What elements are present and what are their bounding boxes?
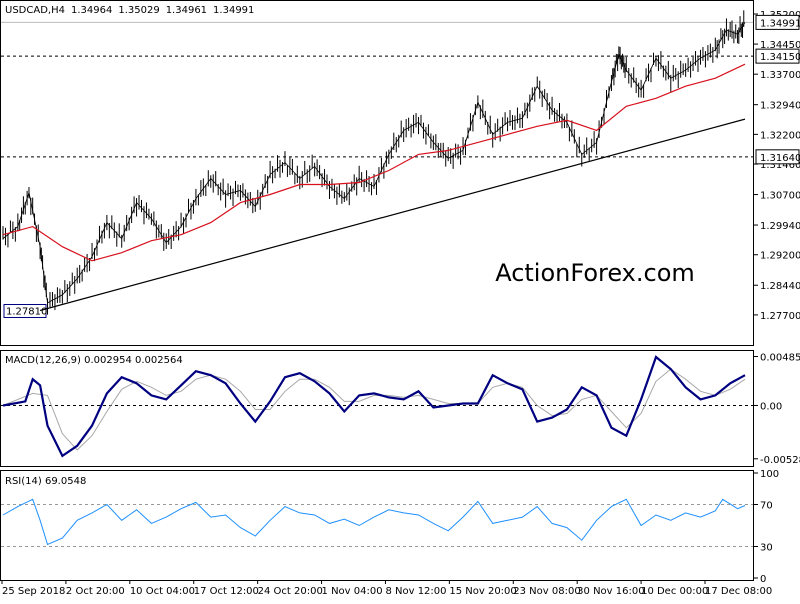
macd-panel-title: MACD(12,26,9) 0.002954 0.002564 <box>5 355 183 366</box>
x-tick-label: 17 Dec 08:00 <box>705 586 772 597</box>
rsi-panel-frame <box>0 470 754 581</box>
current-price-box <box>755 14 800 30</box>
macd-tick-label: -0.005284 <box>760 455 800 466</box>
price-panel-frame <box>0 0 754 346</box>
x-tick-label: 10 Dec 00:00 <box>641 586 708 597</box>
price-panel-header: USDCAD,H4 1.34964 1.35029 1.34961 1.34991 <box>5 5 254 16</box>
x-tick-label: 23 Nov 08:00 <box>513 586 580 597</box>
rsi-line <box>2 498 746 546</box>
macd-tick-label: 0.004853 <box>760 353 800 364</box>
macd-tick-label: 0.00 <box>760 401 782 412</box>
price-line <box>2 22 746 304</box>
ohlc-low: 1.34961 <box>166 5 207 16</box>
ma-line <box>2 63 746 262</box>
price-tick-label: 1.28440 <box>760 281 800 292</box>
rsi-tick-label: 30 <box>760 543 773 554</box>
price-tick-label: 1.29200 <box>760 251 800 262</box>
level-label: 1.34150 <box>760 52 800 63</box>
x-tick-label: 8 Nov 12:00 <box>385 586 446 597</box>
rsi-layer <box>1 498 753 547</box>
price-tick-label: 1.34450 <box>760 40 800 51</box>
level-label-box <box>755 48 800 64</box>
macd-line <box>2 355 746 458</box>
watermark: ActionForex.com <box>495 259 695 287</box>
price-tick-label: 1.30700 <box>760 191 800 202</box>
axis-layer: 1.352001.344501.337001.329401.322001.314… <box>1 10 800 597</box>
x-tick-label: 10 Oct 04:00 <box>130 586 195 597</box>
low-marker-box <box>3 304 47 319</box>
price-layer: 1.27810 <box>1 10 753 319</box>
low-marker-label: 1.27810 <box>6 307 47 318</box>
level-label: 1.31640 <box>760 153 800 164</box>
rsi-tick-label: 0 <box>760 574 766 585</box>
rsi-tick-label: 100 <box>760 469 779 480</box>
rsi-panel-title: RSI(14) 69.0548 <box>5 476 86 487</box>
ohlc-high: 1.35029 <box>118 5 159 16</box>
price-tick-label: 1.32200 <box>760 130 800 141</box>
ohlc-open: 1.34964 <box>71 5 112 16</box>
macd-layer <box>1 355 753 458</box>
x-tick-label: 30 Nov 16:00 <box>577 586 644 597</box>
macd-panel-frame <box>0 350 754 467</box>
x-tick-label: 1 Nov 04:00 <box>322 586 383 597</box>
rsi-tick-label: 70 <box>760 501 773 512</box>
ohlc-close: 1.34991 <box>213 5 254 16</box>
x-tick-label: 2 Oct 20:00 <box>66 586 125 597</box>
price-tick-label: 1.31460 <box>760 160 800 171</box>
x-tick-label: 25 Sep 2018 <box>2 586 65 597</box>
level-label-box <box>755 149 800 165</box>
trendline <box>39 118 746 312</box>
x-tick-label: 24 Oct 20:00 <box>258 586 323 597</box>
symbol: USDCAD <box>5 5 48 16</box>
price-tick-label: 1.33700 <box>760 70 800 81</box>
timeframe: H4 <box>51 5 65 16</box>
price-tick-label: 1.29940 <box>760 221 800 232</box>
macd-signal-line <box>2 368 746 451</box>
x-tick-label: 17 Oct 12:00 <box>194 586 259 597</box>
price-tick-label: 1.27700 <box>760 311 800 322</box>
x-tick-label: 15 Nov 20:00 <box>449 586 516 597</box>
current-price-label: 1.34991 <box>760 18 800 29</box>
price-tick-label: 1.32940 <box>760 101 800 112</box>
